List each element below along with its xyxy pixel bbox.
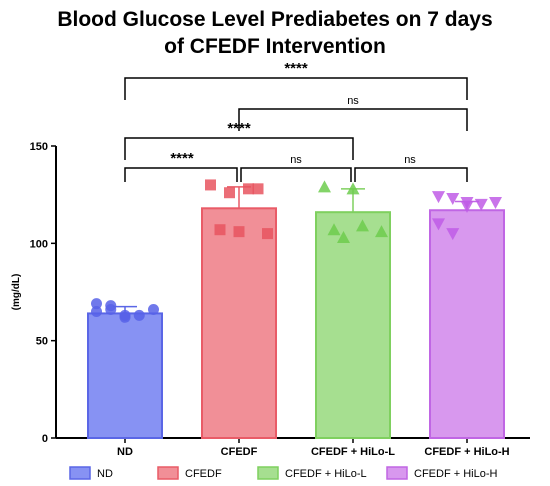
data-point bbox=[446, 193, 460, 206]
y-tick-label: 0 bbox=[42, 433, 48, 445]
bar bbox=[201, 207, 277, 439]
data-point bbox=[133, 309, 145, 321]
legend-swatch bbox=[386, 466, 408, 480]
data-point bbox=[346, 182, 360, 195]
y-axis-label: (mg/dL) bbox=[11, 274, 22, 311]
significance-label: ns bbox=[347, 95, 359, 107]
significance-label: ns bbox=[290, 154, 302, 166]
data-point bbox=[91, 305, 102, 317]
chart-title-line-1: Blood Glucose Level Prediabetes on 7 day… bbox=[57, 8, 493, 31]
data-point bbox=[446, 228, 460, 241]
data-point bbox=[243, 183, 254, 195]
legend-label: CFEDF + HiLo-L bbox=[285, 468, 367, 480]
significance-bracket bbox=[354, 167, 468, 182]
y-tick-label: 100 bbox=[30, 238, 48, 250]
legend-swatch bbox=[257, 466, 279, 480]
legend-swatch bbox=[69, 466, 91, 480]
data-point bbox=[148, 304, 159, 316]
data-point bbox=[252, 183, 264, 195]
x-tick-label: ND bbox=[117, 446, 133, 458]
data-point bbox=[432, 191, 445, 204]
y-tick-label: 150 bbox=[30, 141, 48, 153]
data-point bbox=[432, 218, 445, 231]
data-point bbox=[337, 230, 350, 243]
data-point bbox=[318, 180, 331, 193]
data-point bbox=[474, 198, 488, 211]
bar bbox=[429, 209, 505, 439]
significance-label: **** bbox=[284, 60, 308, 77]
data-point bbox=[262, 228, 273, 240]
significance-label: ns bbox=[404, 154, 416, 166]
significance-label: **** bbox=[170, 150, 194, 167]
data-point bbox=[375, 225, 388, 238]
data-point bbox=[460, 196, 474, 209]
data-point bbox=[119, 311, 131, 323]
chart-title-line-2: of CFEDF Intervention bbox=[164, 35, 386, 58]
data-point bbox=[205, 179, 216, 191]
x-tick-label: CFEDF + HiLo-L bbox=[311, 446, 395, 458]
legend-label: CFEDF bbox=[185, 468, 222, 480]
x-tick-label: CFEDF bbox=[221, 446, 258, 458]
data-point bbox=[489, 196, 502, 209]
data-point bbox=[214, 224, 226, 236]
data-point bbox=[233, 226, 245, 238]
data-point bbox=[327, 223, 341, 236]
x-tick-label: CFEDF + HiLo-H bbox=[424, 446, 509, 458]
significance-bracket bbox=[124, 77, 468, 100]
bar bbox=[315, 211, 391, 439]
bar bbox=[87, 312, 163, 439]
y-tick-label: 50 bbox=[36, 336, 48, 348]
legend-label: CFEDF + HiLo-H bbox=[414, 468, 497, 480]
data-point bbox=[91, 298, 102, 310]
legend-swatch bbox=[157, 466, 179, 480]
data-point bbox=[224, 187, 235, 199]
significance-bracket bbox=[240, 167, 352, 182]
data-point bbox=[356, 219, 369, 232]
chart-title: Blood Glucose Level Prediabetes on 7 day… bbox=[0, 6, 550, 60]
data-point bbox=[105, 300, 117, 312]
significance-bracket bbox=[124, 137, 354, 160]
significance-bracket bbox=[124, 167, 238, 182]
significance-bracket bbox=[238, 108, 468, 131]
legend-label: ND bbox=[97, 468, 113, 480]
